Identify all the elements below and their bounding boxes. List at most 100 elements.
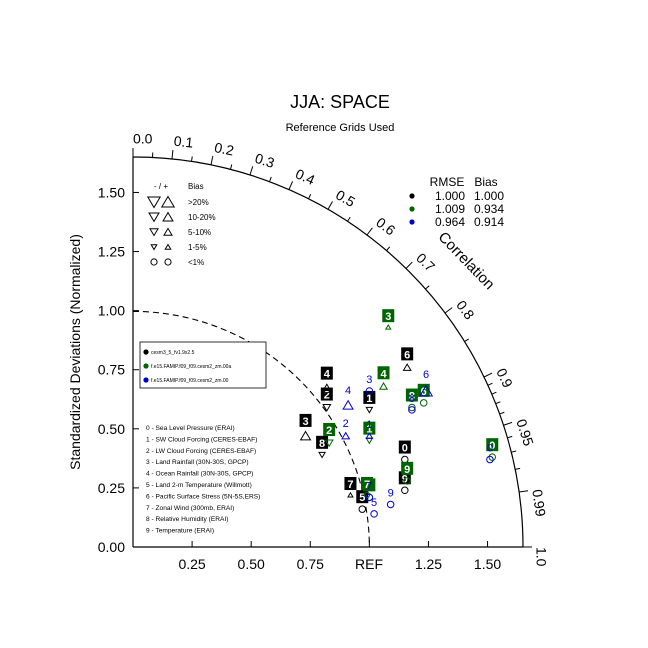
data-point: 3 xyxy=(365,374,374,395)
point-label-box xyxy=(382,309,395,323)
y-tick-label: 1.50 xyxy=(98,184,125,200)
summary-bias: 0.934 xyxy=(474,202,504,216)
corr-tick-label: 0.1 xyxy=(173,133,194,151)
corr-minor-tick xyxy=(191,156,193,162)
corr-tick-mark xyxy=(519,490,529,493)
corr-minor-tick xyxy=(491,391,497,395)
data-point: 2 xyxy=(320,387,333,412)
corr-tick-mark xyxy=(288,181,294,190)
data-point: 6 xyxy=(419,369,434,397)
corr-minor-tick xyxy=(269,176,272,182)
corr-tick-mark xyxy=(210,155,214,165)
corr-minor-tick xyxy=(464,338,470,342)
point-label-box xyxy=(344,477,357,490)
series-legend: cesm3_5_fv1.9x2.5 f.e15.FAMIP.f09_f09.ces… xyxy=(139,341,267,389)
point-marker xyxy=(365,493,374,502)
point-label: 8 xyxy=(319,438,325,450)
point-label: 9 xyxy=(388,487,394,499)
series-legend-dot xyxy=(143,377,149,383)
bias-legend-label: 5-10% xyxy=(188,228,211,237)
point-label-box xyxy=(363,390,376,404)
data-point: 7 xyxy=(365,480,374,502)
x-tick-label: 1.25 xyxy=(415,556,442,572)
x-tick-label: 0.50 xyxy=(238,556,265,572)
point-label: 3 xyxy=(302,416,308,428)
data-point: 4 xyxy=(320,366,333,394)
point-label: 0 xyxy=(487,443,493,455)
point-label: 7 xyxy=(364,479,370,491)
bias-legend: - / + Bias >20% 10-20% 5-10% 1-5% <1% xyxy=(146,182,216,267)
corr-tick-label: 0.0 xyxy=(133,131,153,147)
corr-tick-mark xyxy=(444,307,453,314)
point-marker xyxy=(408,403,416,412)
point-label: 5 xyxy=(359,492,365,504)
summary-color-dot xyxy=(409,206,415,212)
legend-circle-icon xyxy=(164,258,172,266)
variable-list-item: 8 - Relative Humidity (ERAI) xyxy=(146,516,228,523)
point-marker xyxy=(363,491,371,499)
summary-bias: 1.000 xyxy=(474,189,504,203)
point-marker xyxy=(365,432,374,439)
point-label: 0 xyxy=(489,440,495,452)
corr-minor-tick xyxy=(515,467,521,470)
variable-list-item: 3 - Land Rainfall (30N-30S, GPCP) xyxy=(146,459,249,466)
legend-up-triangle-icon xyxy=(164,243,172,250)
point-label-box xyxy=(323,423,336,436)
point-marker xyxy=(486,455,494,464)
point-marker xyxy=(408,406,416,414)
point-label-box xyxy=(299,413,312,427)
point-label: 7 xyxy=(366,480,372,492)
data-points: 012345678901234567890123456789 xyxy=(299,309,499,518)
bias-legend-signs: - / + xyxy=(154,182,168,191)
corr-tick-label: 0.2 xyxy=(213,139,235,159)
data-point: 0 xyxy=(486,443,494,464)
corr-tick-label: 0.6 xyxy=(373,214,398,239)
y-tick-label: 1.00 xyxy=(98,303,125,319)
legend-down-triangle-icon xyxy=(149,228,159,237)
point-marker xyxy=(365,387,374,395)
point-label: 4 xyxy=(345,385,351,397)
point-label-box xyxy=(401,461,414,475)
summary-color-dot xyxy=(409,219,415,225)
corr-tick-mark xyxy=(483,372,493,378)
bias-legend-label: 1-5% xyxy=(188,243,207,252)
data-point: 0 xyxy=(398,440,411,464)
summary-rmse: 0.964 xyxy=(435,215,465,229)
series-legend-box xyxy=(139,341,267,389)
data-point: 7 xyxy=(361,477,373,499)
data-point: 9 xyxy=(386,487,395,509)
variable-list-item: 1 - SW Cloud Forcing (CERES-EBAF) xyxy=(146,436,257,443)
point-label-box xyxy=(398,440,411,454)
point-marker xyxy=(402,363,412,371)
point-label: 2 xyxy=(326,425,332,437)
point-label-box xyxy=(320,387,333,401)
corr-tick-label: 0.4 xyxy=(293,165,317,188)
data-point: 6 xyxy=(417,383,430,407)
point-label: 4 xyxy=(324,369,331,381)
point-marker xyxy=(386,500,395,509)
point-label: 5 xyxy=(371,497,377,509)
point-label: 9 xyxy=(402,473,408,485)
data-point: 5 xyxy=(370,497,378,518)
point-label-box xyxy=(486,438,499,452)
variable-list-item: 6 - Pacific Surface Stress (5N-5S,ERS) xyxy=(146,493,260,500)
data-point: 1 xyxy=(365,419,374,439)
point-label-box xyxy=(316,435,329,449)
point-marker xyxy=(358,505,367,513)
point-label: 7 xyxy=(347,479,353,491)
corr-minor-tick xyxy=(308,194,312,199)
summary-rmse: 1.000 xyxy=(435,189,465,203)
ref-label: REF xyxy=(355,556,383,572)
point-marker xyxy=(322,404,332,412)
variable-list: 0 - Sea Level Pressure (ERAI) 1 - SW Clou… xyxy=(146,425,260,535)
data-point: 6 xyxy=(401,347,414,371)
point-marker xyxy=(341,431,351,440)
summary-bias: 0.914 xyxy=(474,215,504,229)
point-label: 8 xyxy=(409,393,415,405)
corr-tick-mark xyxy=(249,166,254,176)
bias-legend-title: Bias xyxy=(188,182,204,191)
data-point: 2 xyxy=(341,418,351,440)
point-marker xyxy=(488,453,497,461)
